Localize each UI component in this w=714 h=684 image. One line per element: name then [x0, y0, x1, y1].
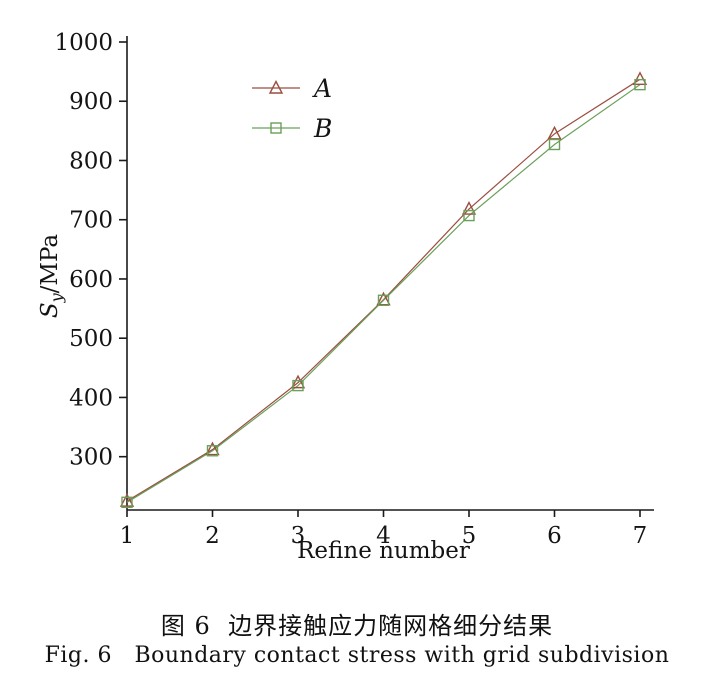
- series-B-markers: [121, 78, 646, 508]
- y-tick-label: 300: [69, 445, 113, 471]
- legend-entry-B: B: [252, 114, 332, 143]
- x-tick-label: 4: [376, 523, 391, 549]
- x-tick-label: 2: [205, 523, 220, 549]
- x-tick-label: 7: [633, 523, 648, 549]
- legend-entry-A: A: [252, 74, 332, 103]
- y-tick-label: 700: [69, 208, 113, 234]
- y-tick-label: 500: [69, 326, 113, 352]
- x-tick-label: 6: [547, 523, 562, 549]
- figure-caption-english: Fig. 6 Boundary contact stress with grid…: [44, 643, 670, 668]
- x-tick-label: 1: [120, 523, 135, 549]
- series-B-line: [126, 84, 641, 503]
- axes: [119, 36, 654, 517]
- y-tick-label: 600: [69, 267, 113, 293]
- y-tick-label: 800: [69, 148, 113, 174]
- series-A-line: [126, 78, 641, 502]
- series-A-markers: [119, 71, 648, 507]
- axis-labels: 300 400 500 600 700 800 900 1000 1 2 3 4 5 6 7 Refine n…: [37, 30, 647, 564]
- legend-label-B: B: [313, 114, 332, 143]
- y-tick-label: 400: [69, 385, 113, 411]
- figure-caption-chinese: 图 6 边界接触应力随网格细分结果: [160, 612, 554, 640]
- y-tick-label: 900: [69, 89, 113, 115]
- x-tick-label: 3: [291, 523, 306, 549]
- legend-label-A: A: [312, 74, 332, 103]
- y-tick-label: 1000: [54, 30, 113, 56]
- x-axis-label: Refine number: [297, 538, 470, 564]
- y-axis-label: Sy/MPa: [37, 234, 66, 319]
- chart-canvas: 300 400 500 600 700 800 900 1000 1 2 3 4 5 6 7 Refine n…: [37, 30, 654, 564]
- x-tick-label: 5: [462, 523, 477, 549]
